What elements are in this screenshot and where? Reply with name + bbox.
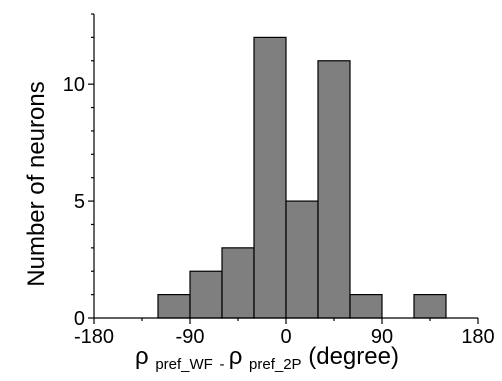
x-tick-label: 0 (280, 326, 291, 348)
x-axis-title-rho2: ρ (229, 343, 243, 370)
x-ticks-group: -180 -90 0 90 180 (74, 318, 495, 348)
histogram-bar (349, 294, 383, 319)
y-ticks-group: 0 5 10 (63, 13, 94, 330)
y-tick-label: 5 (74, 191, 85, 213)
x-axis-title-rho1: ρ (135, 343, 149, 370)
histogram-bar (189, 270, 223, 319)
x-axis-title-sub1: pref_WF (155, 356, 213, 373)
histogram-bar (413, 294, 447, 319)
x-axis-title-minus: - (220, 356, 229, 373)
y-tick-label: 0 (74, 308, 85, 330)
x-axis-title-sub2: pref_2P (249, 356, 302, 373)
x-tick-label: -90 (176, 326, 205, 348)
histogram-bar (221, 247, 255, 319)
histogram-bar (285, 200, 319, 319)
x-tick-label: 180 (461, 326, 494, 348)
x-axis-title-unit: (degree) (308, 343, 399, 370)
x-tick-label: -180 (74, 326, 114, 348)
y-tick-label: 10 (63, 74, 85, 96)
x-axis-title: ρ pref_WF - ρ pref_2P (degree) (135, 343, 399, 375)
histogram-bar (253, 36, 287, 319)
x-tick-label: 90 (371, 326, 393, 348)
histogram-bar (157, 294, 191, 319)
y-axis-title: Number of neurons (23, 81, 50, 286)
bars-group (157, 36, 447, 319)
histogram-bar (317, 60, 351, 319)
